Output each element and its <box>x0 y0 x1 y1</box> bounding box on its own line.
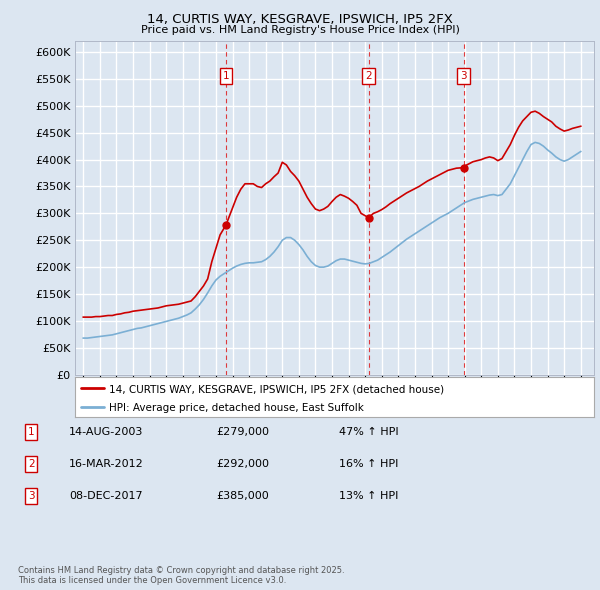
Text: 1: 1 <box>28 427 35 437</box>
Text: 3: 3 <box>460 71 467 81</box>
Text: 2: 2 <box>365 71 372 81</box>
Text: 16% ↑ HPI: 16% ↑ HPI <box>339 459 398 468</box>
Text: 3: 3 <box>28 491 35 500</box>
Text: £292,000: £292,000 <box>216 459 269 468</box>
Text: £279,000: £279,000 <box>216 427 269 437</box>
Text: 1: 1 <box>223 71 229 81</box>
Text: 08-DEC-2017: 08-DEC-2017 <box>69 491 143 500</box>
Text: £385,000: £385,000 <box>216 491 269 500</box>
Text: Price paid vs. HM Land Registry's House Price Index (HPI): Price paid vs. HM Land Registry's House … <box>140 25 460 35</box>
Text: 14, CURTIS WAY, KESGRAVE, IPSWICH, IP5 2FX: 14, CURTIS WAY, KESGRAVE, IPSWICH, IP5 2… <box>147 13 453 26</box>
Text: 13% ↑ HPI: 13% ↑ HPI <box>339 491 398 500</box>
Text: 14, CURTIS WAY, KESGRAVE, IPSWICH, IP5 2FX (detached house): 14, CURTIS WAY, KESGRAVE, IPSWICH, IP5 2… <box>109 384 444 394</box>
Text: 16-MAR-2012: 16-MAR-2012 <box>69 459 144 468</box>
Text: 47% ↑ HPI: 47% ↑ HPI <box>339 427 398 437</box>
Text: Contains HM Land Registry data © Crown copyright and database right 2025.
This d: Contains HM Land Registry data © Crown c… <box>18 566 344 585</box>
Text: 14-AUG-2003: 14-AUG-2003 <box>69 427 143 437</box>
Text: 2: 2 <box>28 459 35 468</box>
Text: HPI: Average price, detached house, East Suffolk: HPI: Average price, detached house, East… <box>109 404 364 414</box>
